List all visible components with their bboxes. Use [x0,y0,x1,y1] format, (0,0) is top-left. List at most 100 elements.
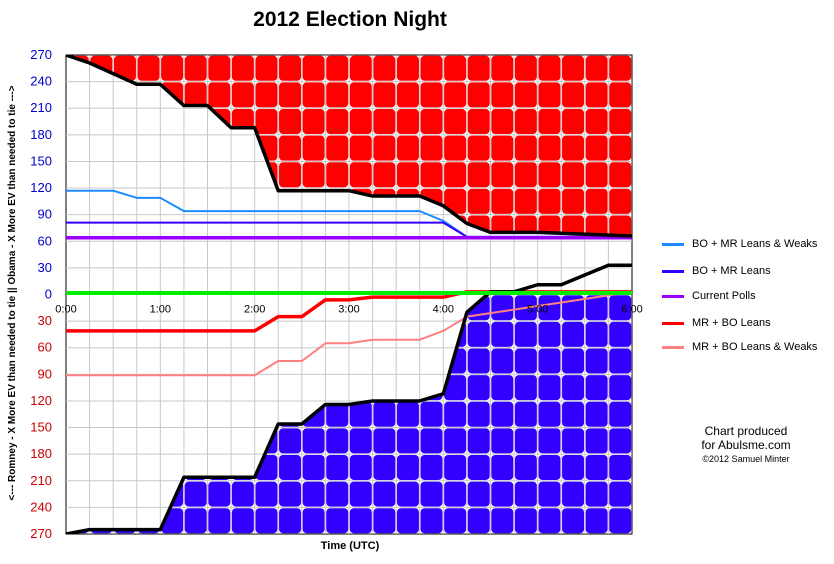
romney-tile [538,82,561,108]
legend-label: Current Polls [692,290,756,302]
obama-tile [326,401,349,427]
legend-item-mr-bo-leans-weaks: MR + BO Leans & Weaks [662,339,817,355]
obama-tile [396,481,419,507]
romney-tile [373,109,396,135]
obama-tile [349,508,372,534]
obama-tile [231,481,254,507]
romney-tile [373,135,396,161]
romney-tile [609,82,632,108]
legend-item-leans-weaks: BO + MR Leans & Weaks [662,236,817,252]
obama-tile [585,481,608,507]
romney-tile [467,188,490,214]
y-tick-label: 210 [30,473,52,488]
chart-title: 2012 Election Night [253,8,447,31]
series-mr-bo-leans-weaks [66,290,632,377]
romney-tile [538,162,561,188]
romney-tile [279,82,302,108]
obama-tile [609,401,632,427]
romney-tile [231,55,254,81]
romney-tile [467,55,490,81]
obama-tile [538,375,561,401]
obama-tile [326,481,349,507]
obama-tile [373,481,396,507]
legend-label: MR + BO Leans & Weaks [692,341,818,353]
romney-tile [562,82,585,108]
obama-tile [326,454,349,480]
series-obama-best-case [66,55,632,238]
romney-tile [326,135,349,161]
legend-swatch [662,269,684,273]
obama-tile [420,428,443,454]
romney-tile [491,135,514,161]
romney-tile [514,162,537,188]
obama-tile [585,348,608,374]
x-tick-label: 4:00 [433,304,454,316]
romney-tile [444,55,467,81]
romney-tile [279,162,302,188]
romney-tile [609,188,632,214]
obama-tile [538,321,561,347]
romney-tile [491,109,514,135]
obama-tile [514,428,537,454]
obama-tile [467,375,490,401]
romney-tile [326,82,349,108]
obama-tile [184,508,207,534]
y-axis-label: <--- Romney - X More EV than needed to t… [7,85,18,501]
romney-tile [279,109,302,135]
obama-tile [396,508,419,534]
romney-tile [444,162,467,188]
y-tick-label: 90 [38,366,52,381]
romney-tile [137,55,160,81]
obama-tile [538,508,561,534]
obama-tile [538,454,561,480]
legend-label: MR + BO Leans [692,317,771,329]
obama-tile [420,454,443,480]
obama-tile [467,401,490,427]
y-tick-label: 240 [30,74,52,89]
x-tick-label: 3:00 [338,304,359,316]
obama-tile [420,508,443,534]
romney-tile [396,135,419,161]
obama-tile [467,454,490,480]
obama-tile [538,348,561,374]
obama-tile [538,481,561,507]
y-tick-label: 270 [30,47,52,62]
obama-tile [585,401,608,427]
romney-tile [585,135,608,161]
obama-tile [279,481,302,507]
romney-tile [208,82,231,108]
x-tick-labels: 0:00 1:00 2:00 3:00 4:00 5:00 6:00 [55,304,642,316]
romney-tile [208,55,231,81]
x-axis-label: Time (UTC) [320,540,380,552]
romney-tile [538,55,561,81]
obama-tile [609,348,632,374]
romney-tile [514,82,537,108]
obama-tile [444,454,467,480]
obama-tile [491,508,514,534]
obama-tile [373,508,396,534]
obama-tile [208,508,231,534]
obama-tile [444,375,467,401]
romney-tile [491,188,514,214]
romney-tile [396,162,419,188]
obama-tile [538,295,561,321]
legend-item-current-polls: Current Polls [662,288,756,304]
romney-tile [326,55,349,81]
romney-tile [420,109,443,135]
romney-tile [349,82,372,108]
obama-tile [562,428,585,454]
obama-tile [585,321,608,347]
obama-tile [491,375,514,401]
obama-tile [279,508,302,534]
legend-swatch [662,321,684,325]
obama-tile [538,428,561,454]
obama-tile [562,321,585,347]
romney-tile [491,55,514,81]
obama-tile [514,321,537,347]
romney-tile [349,55,372,81]
obama-tile [585,454,608,480]
y-tick-label: 120 [30,393,52,408]
obama-tile [491,348,514,374]
romney-tile [349,135,372,161]
y-tick-label: 120 [30,180,52,195]
